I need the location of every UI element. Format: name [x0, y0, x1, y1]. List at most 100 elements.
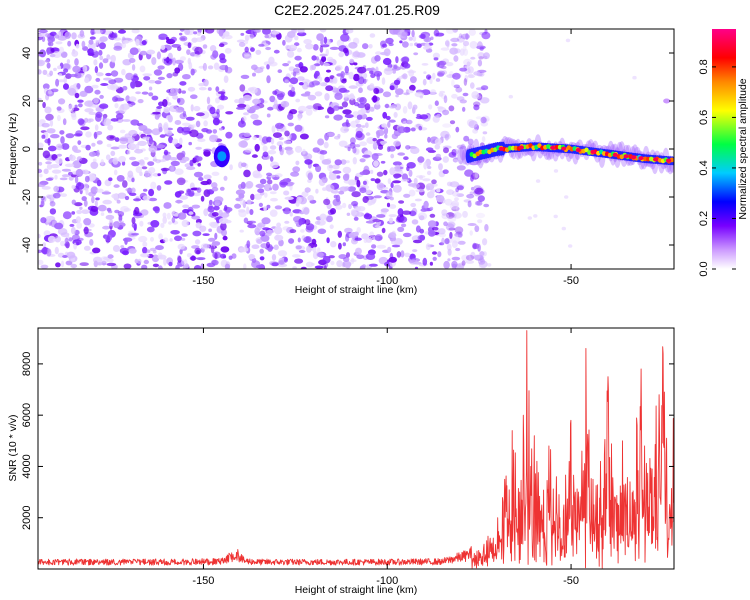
noise-cell: [483, 55, 488, 60]
noise-cell: [334, 92, 343, 100]
noise-cell: [324, 76, 331, 83]
noise-cell: [437, 72, 445, 77]
noise-cell: [163, 237, 169, 243]
snr-x-tick-label: -150: [192, 575, 214, 587]
noise-cell: [427, 220, 437, 228]
noise-cell: [334, 159, 342, 166]
noise-cell: [273, 226, 283, 235]
noise-cell: [76, 241, 80, 246]
noise-cell: [225, 131, 233, 139]
noise-cell: [402, 232, 412, 238]
noise-cell: [401, 56, 410, 64]
noise-cell: [220, 93, 225, 101]
noise-cell: [128, 58, 136, 63]
noise-cell: [326, 237, 330, 244]
noise-cell: [276, 92, 284, 101]
noise-cell: [408, 36, 414, 41]
noise-cell: [365, 67, 373, 71]
noise-cell: [224, 47, 232, 54]
noise-cell: [213, 205, 220, 211]
noise-cell: [38, 119, 46, 124]
noise-cell: [387, 178, 392, 185]
noise-cell: [163, 106, 170, 114]
noise-cell: [441, 213, 450, 220]
noise-cell: [190, 104, 194, 112]
noise-cell: [234, 99, 240, 104]
noise-cell: [356, 254, 365, 260]
noise-cell: [392, 184, 402, 193]
noise-cell: [283, 257, 288, 263]
noise-cell: [191, 37, 198, 43]
noise-cell: [304, 159, 313, 165]
noise-cell: [99, 42, 106, 50]
noise-cell: [38, 183, 46, 187]
spectrogram-y-label: Frequency (Hz): [7, 113, 19, 185]
noise-cell: [440, 93, 447, 100]
noise-cell: [103, 118, 111, 126]
noise-cell: [483, 52, 490, 60]
noise-cell: [79, 30, 85, 37]
noise-cell: [91, 84, 99, 89]
noise-cell: [229, 164, 233, 171]
noise-cell: [283, 190, 290, 196]
noise-cell: [69, 223, 75, 227]
noise-cell: [404, 252, 411, 258]
noise-cell: [442, 123, 452, 128]
noise-cell: [383, 169, 388, 176]
noise-cell: [419, 228, 425, 234]
track-peak: [665, 158, 672, 163]
noise-cell: [272, 132, 283, 139]
noise-cell: [141, 166, 148, 170]
noise-cell: [212, 129, 218, 134]
noise-cell: [214, 252, 218, 260]
noise-cell: [148, 86, 153, 91]
noise-cell: [386, 146, 391, 153]
noise-cell: [102, 225, 111, 230]
noise-cell: [182, 74, 191, 80]
noise-cell: [238, 97, 245, 105]
noise-cell: [325, 184, 335, 192]
noise-cell: [372, 137, 378, 142]
noise-cell: [463, 78, 468, 86]
noise-cell: [170, 160, 180, 167]
noise-cell: [72, 65, 81, 73]
noise-cell: [344, 114, 354, 119]
noise-cell: [254, 193, 262, 200]
noise-cell: [401, 173, 409, 181]
noise-cell: [243, 217, 249, 224]
noise-cell: [203, 148, 212, 152]
noise-cell: [207, 65, 214, 70]
noise-cell: [368, 44, 373, 49]
noise-cell: [212, 117, 220, 126]
noise-cell: [188, 141, 192, 146]
noise-cell: [263, 183, 272, 192]
noise-cell: [304, 187, 311, 193]
noise-cell: [364, 122, 369, 129]
noise-cell: [352, 51, 361, 58]
noise-cell: [174, 67, 181, 74]
noise-cell: [363, 72, 368, 79]
noise-cell: [482, 251, 487, 257]
noise-cell: [71, 211, 76, 215]
noise-cell: [64, 243, 69, 247]
noise-cell: [113, 45, 123, 51]
noise-cell: [155, 245, 164, 251]
noise-cell: [436, 113, 441, 118]
noise-cell: [199, 225, 207, 232]
noise-cell: [535, 179, 541, 183]
noise-cell: [359, 158, 366, 163]
noise-cell: [195, 120, 201, 128]
noise-cell: [238, 247, 249, 253]
noise-cell: [383, 67, 393, 75]
noise-cell: [409, 84, 416, 91]
noise-cell: [373, 160, 379, 168]
noise-cell: [177, 126, 184, 134]
noise-cell: [81, 196, 87, 202]
noise-cell: [157, 76, 165, 80]
noise-cell: [435, 78, 441, 82]
noise-cell: [456, 96, 465, 101]
noise-cell: [324, 93, 330, 101]
noise-cell: [181, 219, 189, 228]
noise-cell: [402, 41, 409, 48]
noise-cell: [330, 241, 337, 248]
